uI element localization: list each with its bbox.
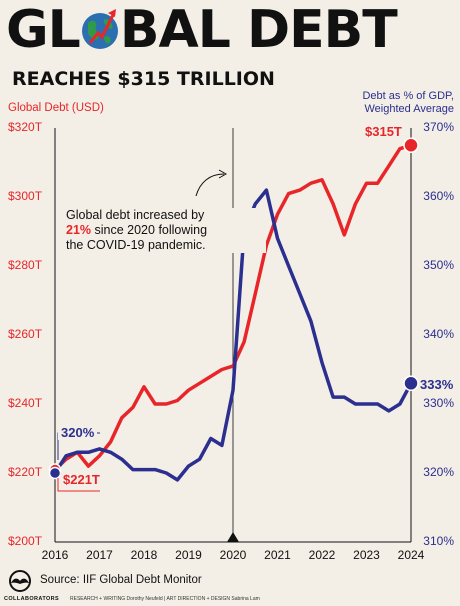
debt-pct-gdp-series-line xyxy=(53,188,413,482)
annotation-line-2-rest: since 2020 following xyxy=(91,223,208,237)
annotation-line-3: the COVID-19 pandemic. xyxy=(66,238,206,252)
right-tick-label: 370% xyxy=(423,120,454,134)
collaborators-logo-icon xyxy=(9,570,31,592)
left-tick-label: $300T xyxy=(8,189,43,203)
start-pct-label: 320% xyxy=(58,425,98,440)
source-text: Source: IIF Global Debt Monitor xyxy=(40,574,202,586)
annotation-text: Global debt increased by 21% since 2020 … xyxy=(66,208,266,253)
x-tick-label: 2018 xyxy=(130,548,158,562)
annotation-arrowhead xyxy=(218,169,228,179)
title-part-2: BAL DEBT xyxy=(119,0,398,60)
footer: Source: IIF Global Debt Monitor COLLABOR… xyxy=(0,566,460,606)
debt-usd-end-point xyxy=(403,137,419,153)
left-tick-label: $280T xyxy=(8,258,43,272)
annotation-line-1: Global debt increased by xyxy=(66,208,205,222)
right-tick-label: 330% xyxy=(423,396,454,410)
chart-frame xyxy=(54,128,412,543)
reference-marker xyxy=(227,532,239,542)
right-tick-label: 350% xyxy=(423,258,454,272)
title-block: GL BAL DEBT REACHES $315 TRILLION xyxy=(6,0,458,90)
x-tick-label: 2021 xyxy=(264,548,291,562)
x-tick-label: 2022 xyxy=(308,548,336,562)
annotation-arrow xyxy=(195,173,225,197)
right-axis-title-line-1: Debt as % of GDP, xyxy=(362,90,454,102)
page-title: GL BAL DEBT xyxy=(6,0,398,60)
end-pct-label: 333% xyxy=(420,377,454,392)
subtitle: REACHES $315 TRILLION xyxy=(12,68,275,90)
start-usd-leader xyxy=(57,478,100,492)
series-layer xyxy=(53,143,413,482)
x-tick-label: 2019 xyxy=(175,548,202,562)
x-tick-label: 2020 xyxy=(219,548,247,562)
x-tick-label: 2023 xyxy=(353,548,380,562)
end-usd-label: $315T xyxy=(362,124,405,139)
left-tick-label: $220T xyxy=(8,465,43,479)
title-part-1: GL xyxy=(6,0,81,60)
brand-name: COLLABORATORS xyxy=(4,596,60,602)
left-tick-label: $320T xyxy=(8,120,43,134)
debt-pct-gdp-start-point xyxy=(48,466,62,480)
point-layer xyxy=(48,137,419,480)
left-axis-title: Global Debt (USD) xyxy=(8,102,104,114)
start-usd-label: $221T xyxy=(60,472,103,487)
right-axis-title: Debt as % of GDP, Weighted Average xyxy=(334,90,454,116)
right-tick-label: 340% xyxy=(423,327,454,341)
annotation-pct: 21% xyxy=(66,223,92,237)
right-axis-title-line-2: Weighted Average xyxy=(364,103,455,115)
annotation-line-2: 21% since 2020 following xyxy=(66,223,266,238)
credits-text: RESEARCH + WRITING Dorothy Neufeld | ART… xyxy=(70,596,260,602)
debt-pct-gdp-end-point xyxy=(403,375,419,392)
x-tick-label: 2024 xyxy=(397,548,425,562)
left-tick-label: $260T xyxy=(8,327,43,341)
right-tick-label: 360% xyxy=(423,189,454,203)
right-tick-label: 310% xyxy=(423,534,454,548)
x-tick-label: 2017 xyxy=(86,548,113,562)
globe-icon xyxy=(80,9,120,49)
left-tick-label: $200T xyxy=(8,534,43,548)
left-tick-label: $240T xyxy=(8,396,43,410)
x-tick-label: 2016 xyxy=(41,548,69,562)
right-tick-label: 320% xyxy=(423,465,454,479)
